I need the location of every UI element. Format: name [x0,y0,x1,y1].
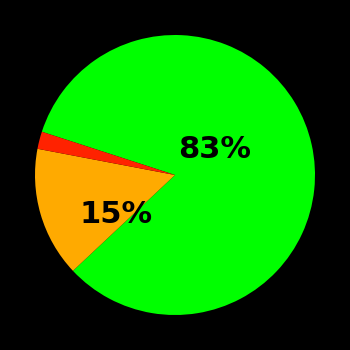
Wedge shape [42,35,315,315]
Text: 83%: 83% [178,135,251,164]
Wedge shape [35,149,175,271]
Text: 15%: 15% [80,200,153,229]
Wedge shape [37,132,175,175]
